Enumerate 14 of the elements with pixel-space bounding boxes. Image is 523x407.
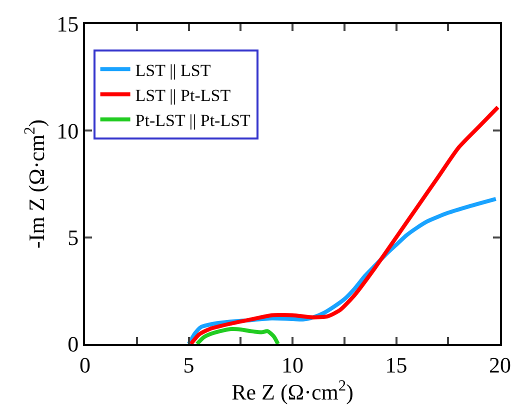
line-series	[195, 327, 280, 344]
y-tick-label: 5	[68, 225, 79, 250]
legend-label: LST || Pt-LST	[135, 86, 232, 105]
legend-label: LST || LST	[135, 60, 212, 80]
y-tick-label: 0	[68, 332, 79, 357]
x-axis-title: Re Z (Ω·cm$^{2}$)	[232, 377, 354, 405]
y-tick-label: 15	[56, 12, 79, 37]
legend-label: Pt-LST || Pt-LST	[135, 110, 252, 130]
line-series	[188, 105, 500, 344]
x-tick-label: 20	[489, 352, 511, 378]
x-tick-label: 10	[282, 352, 304, 378]
y-tick-label: 10	[56, 118, 79, 144]
x-tick-label: 15	[385, 352, 408, 378]
x-tick-label: 5	[183, 352, 194, 378]
